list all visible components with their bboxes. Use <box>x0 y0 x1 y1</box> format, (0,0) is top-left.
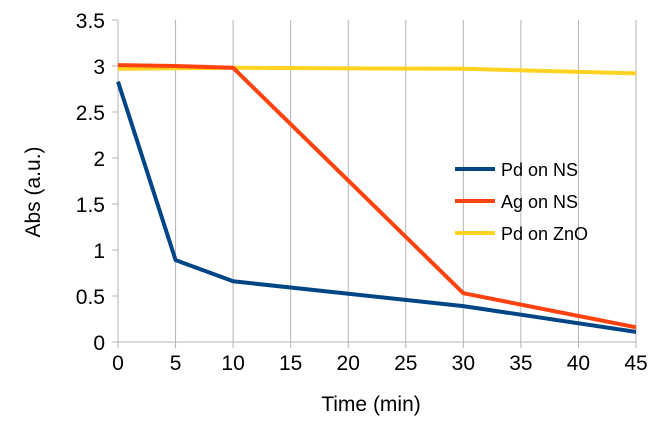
y-tick-label: 0.5 <box>76 286 105 309</box>
series-line-pd-on-ns <box>116 80 637 334</box>
y-tick-label: 3.5 <box>76 10 105 33</box>
x-tick-label: 25 <box>394 352 417 375</box>
legend: Pd on NS Ag on NS Pd on ZnO <box>455 160 588 244</box>
x-tick-labels: 0 5 10 15 20 25 30 35 40 45 <box>112 352 648 375</box>
y-tick-label: 3 <box>93 56 105 79</box>
y-tick-label: 2.5 <box>76 102 105 125</box>
y-tick-label: 2 <box>93 148 105 171</box>
series-lines <box>116 63 637 334</box>
x-tick-label: 5 <box>170 352 182 375</box>
y-tick-label: 1.5 <box>76 194 105 217</box>
x-tick-label: 30 <box>452 352 475 375</box>
series-line-ag-on-ns <box>117 63 637 330</box>
x-tick-label: 40 <box>567 352 590 375</box>
x-axis-title: Time (min) <box>321 393 421 416</box>
axes <box>112 19 637 348</box>
y-tick-label: 0 <box>93 332 105 355</box>
y-tick-label: 1 <box>93 240 105 263</box>
x-tick-label: 20 <box>337 352 360 375</box>
x-tick-label: 45 <box>624 352 647 375</box>
x-tick-label: 35 <box>509 352 532 375</box>
y-tick-labels: 0 0.5 1 1.5 2 2.5 3 3.5 <box>76 10 105 355</box>
y-axis-title: Abs (a.u.) <box>22 146 45 237</box>
legend-label: Pd on NS <box>501 160 578 180</box>
legend-label: Ag on NS <box>501 192 578 212</box>
series-line-pd-on-zno <box>117 65 637 76</box>
x-tick-label: 15 <box>279 352 302 375</box>
x-tick-label: 10 <box>221 352 244 375</box>
x-tick-label: 0 <box>112 352 124 375</box>
legend-label: Pd on ZnO <box>501 224 588 244</box>
